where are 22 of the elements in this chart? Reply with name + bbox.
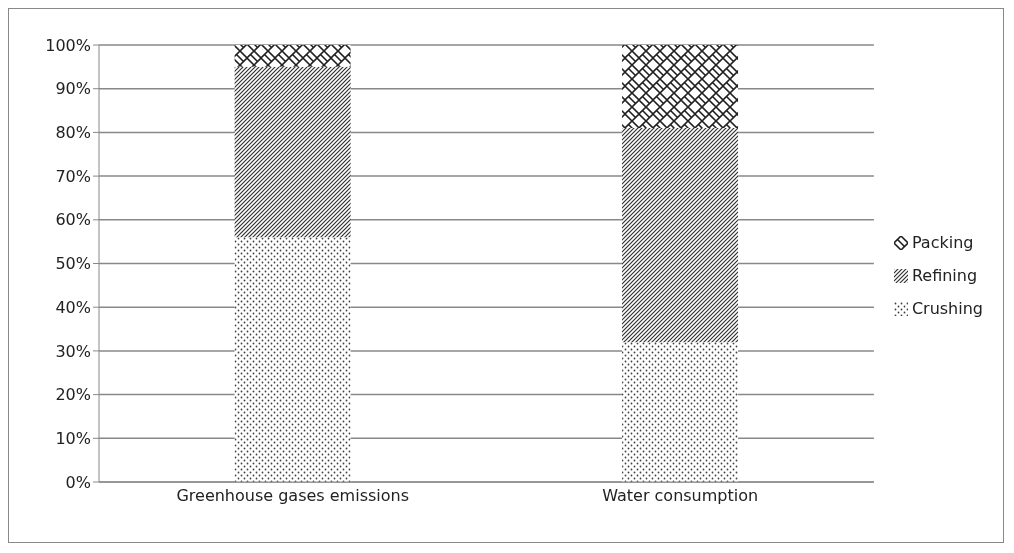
bar [234,45,351,67]
y-tick-label: 40% [55,297,91,317]
y-tick-label: 10% [55,428,91,448]
bar [622,128,739,343]
y-tick-label: 0% [65,472,91,492]
bar [234,237,351,482]
x-tick-label: Water consumption [602,486,759,506]
legend-label: Packing [911,233,974,252]
y-tick-label: 60% [55,210,91,230]
legend-label: Refining [911,266,978,285]
bar [234,66,351,238]
y-tick-label: 50% [55,254,91,274]
bar [622,45,739,129]
y-tick-label: 100% [45,35,91,55]
y-tick-label: 80% [55,123,91,143]
y-tick-label: 30% [55,341,91,361]
legend-label: Crushing [911,299,983,318]
y-tick-label: 70% [55,166,91,186]
y-tick-label: 20% [55,385,91,405]
bar [622,342,739,482]
y-tick-label: 90% [55,79,91,99]
x-tick-label: Greenhouse gases emissions [176,486,410,506]
